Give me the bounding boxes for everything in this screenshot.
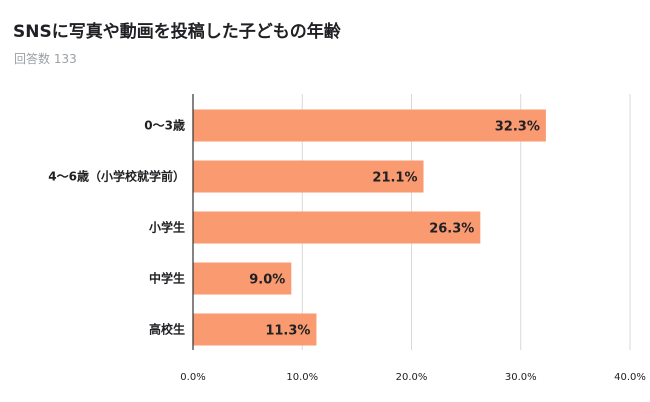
x-tick-label: 10.0% <box>286 372 318 383</box>
bar-value-label: 9.0% <box>249 273 285 288</box>
bar <box>193 262 292 295</box>
category-label: 4〜6歳（小学校就学前） <box>48 169 185 184</box>
x-tick-label: 40.0% <box>614 372 646 383</box>
x-tick-label: 30.0% <box>505 372 537 383</box>
response-count: 回答数 133 <box>14 52 77 66</box>
bar <box>193 109 546 142</box>
bar <box>193 160 424 193</box>
category-label: 高校生 <box>149 322 185 337</box>
category-label: 中学生 <box>149 271 185 286</box>
bar <box>193 313 317 346</box>
bar-value-label: 32.3% <box>495 120 540 135</box>
chart-title: SNSに写真や動画を投稿した子どもの年齢 <box>13 22 341 42</box>
bar-value-label: 21.1% <box>372 171 417 186</box>
bar <box>193 211 481 244</box>
x-tick-label: 20.0% <box>396 372 428 383</box>
category-label: 小学生 <box>149 220 185 235</box>
bar-value-label: 11.3% <box>265 324 310 339</box>
x-tick-label: 0.0% <box>180 372 205 383</box>
bar-value-label: 26.3% <box>429 222 474 237</box>
category-label: 0〜3歳 <box>144 118 185 133</box>
